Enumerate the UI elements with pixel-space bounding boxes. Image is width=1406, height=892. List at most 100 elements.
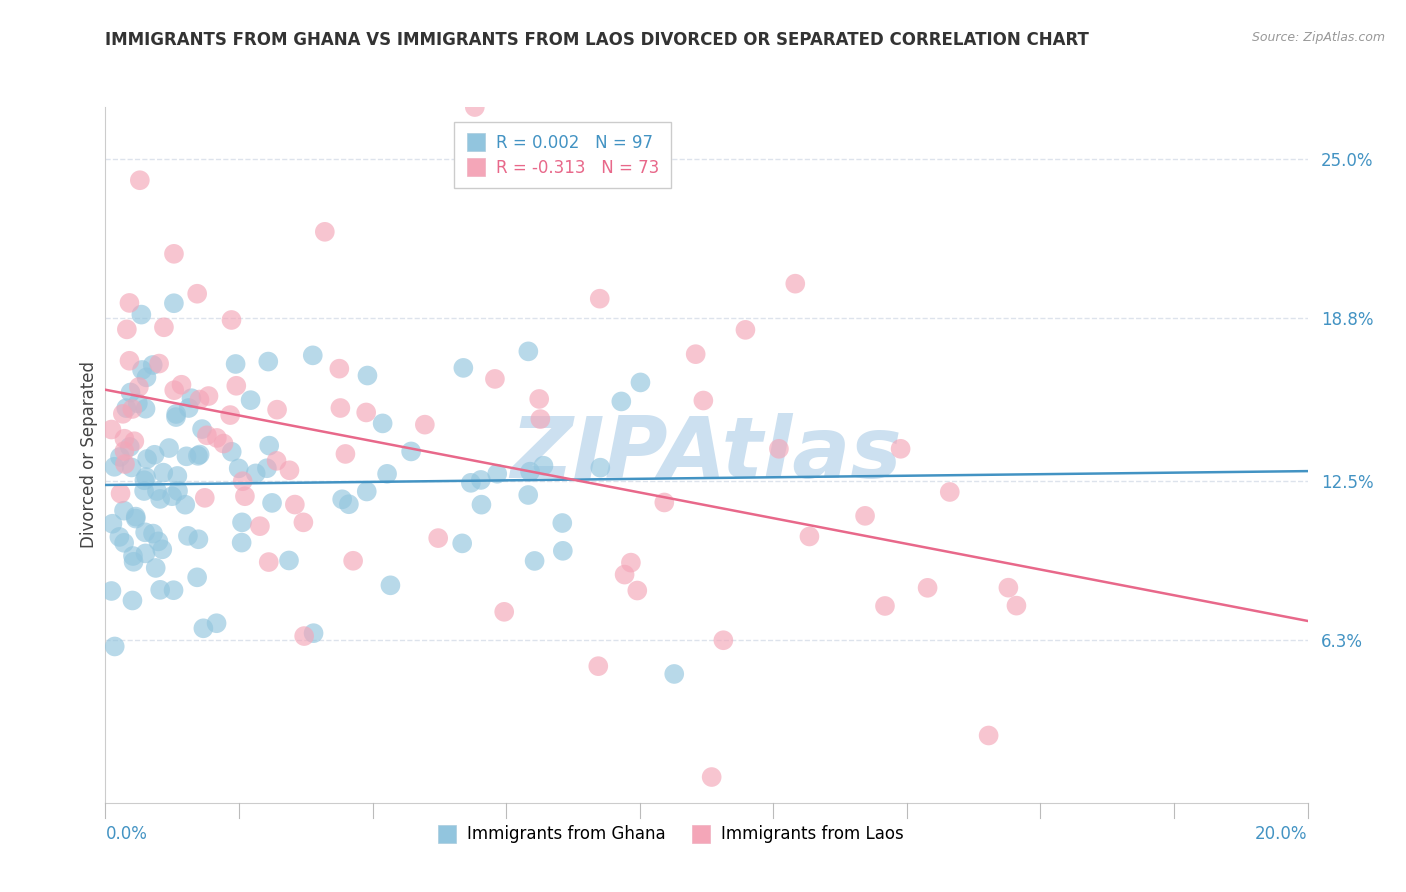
Point <box>464 100 486 114</box>
Point <box>626 583 648 598</box>
Point <box>125 511 148 525</box>
Point <box>177 401 200 415</box>
Point <box>174 498 197 512</box>
Point <box>221 313 243 327</box>
Point <box>260 496 283 510</box>
Point <box>533 458 555 473</box>
Point <box>162 583 184 598</box>
Point <box>589 460 612 475</box>
Point <box>470 473 492 487</box>
Point <box>134 546 156 560</box>
Point <box>195 428 218 442</box>
Point <box>135 470 157 484</box>
Point <box>266 402 288 417</box>
Point <box>692 393 714 408</box>
Point <box>371 417 394 431</box>
Point <box>375 467 398 481</box>
Text: ZIPAtlas: ZIPAtlas <box>510 413 903 497</box>
Point <box>131 308 153 322</box>
Point <box>132 483 155 498</box>
Point <box>337 497 360 511</box>
Point <box>149 491 172 506</box>
Point <box>186 570 208 584</box>
Point <box>939 485 962 500</box>
Point <box>231 516 253 530</box>
Point <box>191 422 214 436</box>
Point <box>143 448 166 462</box>
Point <box>301 348 323 362</box>
Point <box>153 320 176 334</box>
Point <box>128 380 150 394</box>
Point <box>239 393 262 408</box>
Point <box>112 432 135 446</box>
Point <box>342 554 364 568</box>
Point <box>142 526 165 541</box>
Point <box>256 461 278 475</box>
Point <box>112 503 135 517</box>
Point <box>413 417 436 432</box>
Point <box>486 467 509 481</box>
Point <box>166 469 188 483</box>
Point <box>145 561 167 575</box>
Point <box>551 516 574 530</box>
Point <box>149 582 172 597</box>
Point <box>157 441 180 455</box>
Point <box>529 412 551 426</box>
Point <box>329 401 352 415</box>
Point <box>620 556 643 570</box>
Y-axis label: Divorced or Separated: Divorced or Separated <box>80 361 98 549</box>
Point <box>122 555 145 569</box>
Point <box>470 498 492 512</box>
Point <box>114 457 136 471</box>
Point <box>148 534 170 549</box>
Point <box>517 344 540 359</box>
Point <box>451 536 474 550</box>
Point <box>460 475 482 490</box>
Point <box>187 533 209 547</box>
Point <box>284 498 307 512</box>
Point <box>523 554 546 568</box>
Point <box>427 531 450 545</box>
Point <box>197 389 219 403</box>
Point <box>112 536 135 550</box>
Point <box>292 629 315 643</box>
Point <box>330 492 353 507</box>
Point <box>225 357 247 371</box>
Point <box>128 173 150 187</box>
Point <box>188 392 211 407</box>
Point <box>148 357 170 371</box>
Point <box>177 529 200 543</box>
Point <box>160 489 183 503</box>
Point <box>335 447 357 461</box>
Point <box>484 372 506 386</box>
Point <box>127 396 149 410</box>
Point <box>221 444 243 458</box>
Point <box>115 401 138 416</box>
Point <box>194 491 217 505</box>
Point <box>630 376 652 390</box>
Point <box>519 465 541 479</box>
Point <box>125 509 148 524</box>
Point <box>187 449 209 463</box>
Point <box>700 770 723 784</box>
Point <box>101 516 124 531</box>
Point <box>135 370 157 384</box>
Point <box>118 353 141 368</box>
Point <box>266 454 288 468</box>
Point <box>120 385 142 400</box>
Point <box>257 439 280 453</box>
Point <box>188 448 211 462</box>
Point <box>314 225 336 239</box>
Point <box>108 530 131 544</box>
Point <box>131 363 153 377</box>
Point <box>278 553 301 567</box>
Point <box>121 460 143 475</box>
Point <box>399 444 422 458</box>
Point <box>249 519 271 533</box>
Point <box>529 392 551 406</box>
Point <box>180 391 202 405</box>
Point <box>134 473 156 487</box>
Point <box>205 431 228 445</box>
Legend: Immigrants from Ghana, Immigrants from Laos: Immigrants from Ghana, Immigrants from L… <box>430 819 910 850</box>
Point <box>225 378 247 392</box>
